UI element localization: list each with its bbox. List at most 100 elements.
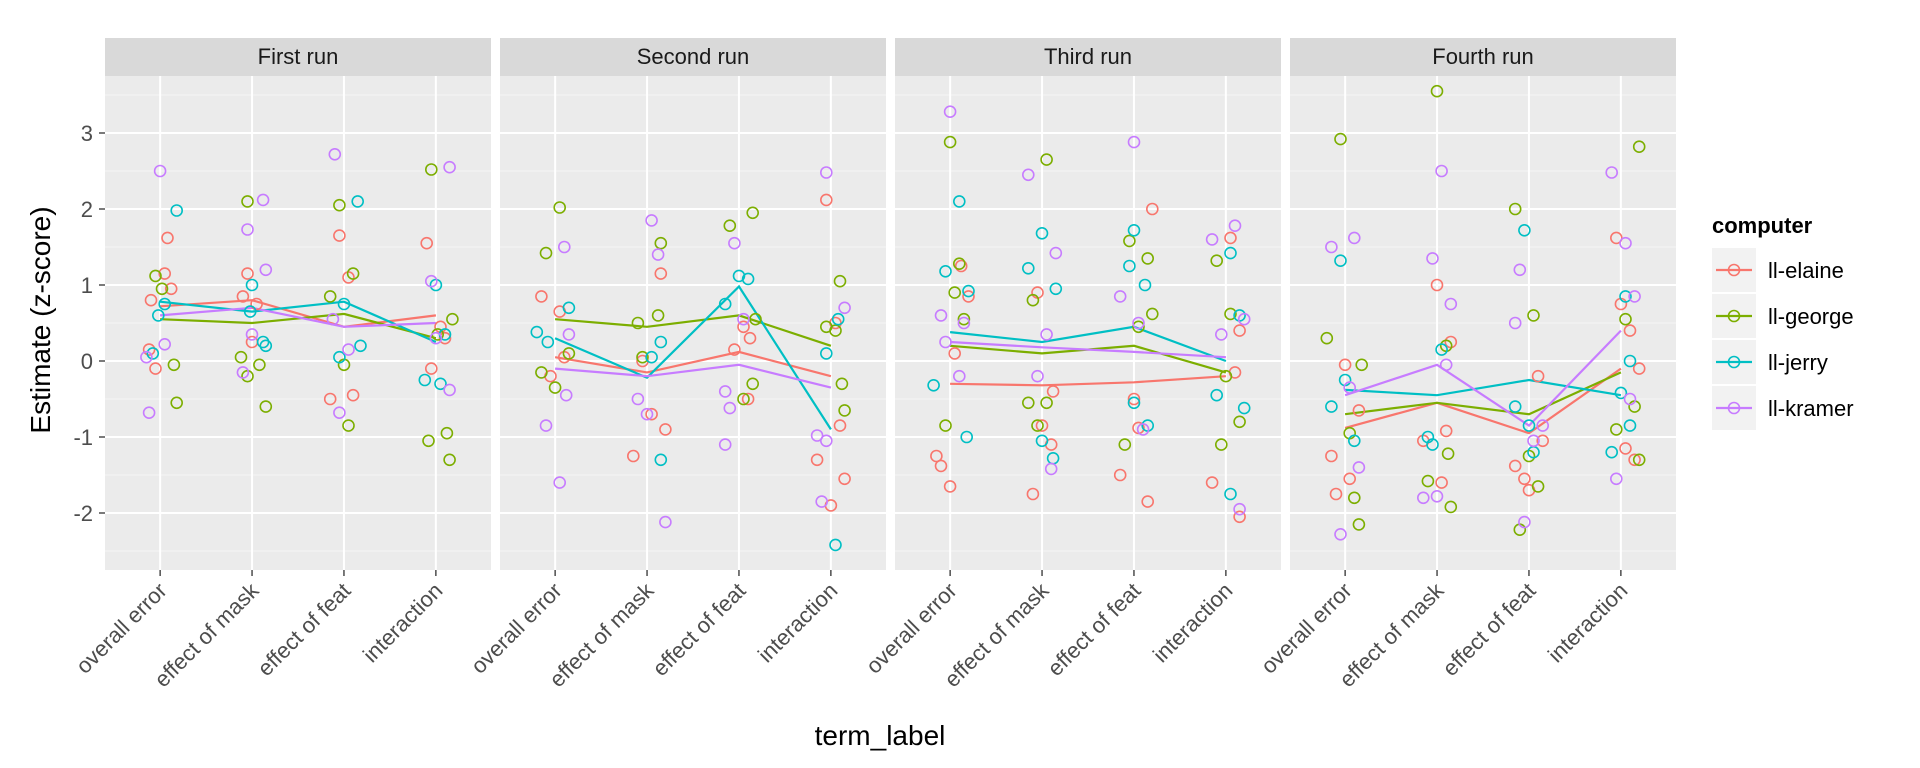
data-point-ll-elaine: [144, 293, 158, 307]
data-point-ll-george: [957, 312, 971, 326]
data-point-ll-kramer: [1113, 290, 1127, 303]
data-point-ll-elaine: [161, 231, 174, 245]
data-point-ll-kramer: [1022, 168, 1035, 182]
data-point-ll-elaine: [142, 343, 156, 356]
data-point-ll-elaine: [1343, 472, 1356, 486]
data-point-ll-kramer: [1237, 312, 1251, 326]
data-point-ll-kramer: [236, 366, 250, 379]
data-point-ll-kramer: [1513, 263, 1527, 277]
series-line-ll-elaine: [1344, 367, 1622, 435]
series-line-ll-george: [1344, 371, 1622, 416]
data-point-ll-jerry: [541, 335, 555, 349]
data-point-ll-elaine: [1233, 324, 1246, 337]
data-point-ll-jerry: [1614, 386, 1628, 400]
data-point-ll-jerry: [351, 195, 365, 208]
data-point-ll-george: [737, 392, 750, 406]
data-point-ll-kramer: [1127, 135, 1141, 149]
data-point-ll-jerry: [530, 325, 544, 339]
data-point-ll-george: [323, 290, 337, 303]
data-point-ll-george: [1141, 252, 1154, 265]
data-point-ll-george: [1022, 396, 1035, 410]
data-point-ll-kramer: [1610, 472, 1623, 486]
y-axis-title: Estimate (z-score): [25, 206, 56, 433]
data-point-ll-kramer: [1205, 233, 1219, 246]
data-point-ll-george: [819, 320, 833, 334]
data-point-ll-kramer: [934, 309, 948, 322]
data-point-ll-george: [939, 419, 952, 432]
data-point-ll-kramer: [1334, 527, 1347, 541]
data-point-ll-kramer: [1536, 419, 1549, 432]
data-point-ll-jerry: [1035, 434, 1049, 448]
legend-key-point: [1727, 401, 1741, 415]
data-point-ll-kramer: [424, 274, 438, 288]
data-point-ll-george: [535, 366, 548, 379]
data-point-ll-george: [1444, 500, 1458, 514]
data-point-ll-george: [1632, 453, 1646, 467]
data-point-ll-george: [654, 236, 668, 250]
x-tick-label: effect of feat: [647, 578, 750, 681]
data-point-ll-jerry: [1022, 261, 1035, 275]
panel-first-run: First run -2 -1 0 1 2 3 overall error effect of …: [71, 38, 491, 692]
data-point-ll-elaine: [934, 459, 948, 473]
data-point-ll-jerry: [1619, 290, 1632, 303]
data-point-ll-jerry: [1518, 224, 1531, 237]
strip-label-fourth-run: Fourth run: [1432, 44, 1534, 69]
data-point-ll-george: [553, 201, 567, 214]
data-point-ll-elaine: [535, 290, 548, 303]
data-point-ll-elaine: [1623, 324, 1637, 337]
data-point-ll-george: [1224, 307, 1237, 321]
data-point-ll-jerry: [337, 297, 351, 311]
data-point-ll-elaine: [420, 236, 434, 250]
data-point-ll-george: [241, 195, 254, 208]
data-point-ll-george: [346, 267, 360, 280]
data-point-ll-george: [167, 358, 181, 372]
data-point-ll-kramer: [1628, 290, 1641, 303]
data-point-ll-kramer: [952, 369, 966, 383]
data-point-ll-elaine: [1224, 231, 1237, 245]
data-point-ll-george: [440, 426, 454, 440]
data-point-ll-kramer: [640, 407, 654, 421]
data-point-ll-george: [259, 400, 273, 413]
data-point-ll-jerry: [654, 335, 668, 349]
data-point-ll-elaine: [1035, 419, 1049, 432]
data-point-ll-george: [1352, 518, 1366, 531]
data-point-ll-george: [1215, 438, 1228, 451]
data-point-ll-elaine: [728, 343, 741, 356]
x-tick-label: effect of feat: [1437, 578, 1540, 681]
data-point-ll-elaine: [741, 392, 755, 406]
data-point-ll-elaine: [250, 297, 263, 311]
data-point-ll-george: [1123, 234, 1136, 248]
data-point-ll-george: [749, 312, 762, 326]
data-point-ll-elaine: [1531, 369, 1545, 383]
data-point-ll-kramer: [259, 263, 273, 277]
data-point-ll-george: [1146, 307, 1159, 321]
x-axis-title: term_label: [815, 720, 946, 751]
data-point-ll-kramer: [443, 383, 456, 397]
data-point-ll-kramer: [1352, 461, 1366, 474]
data-point-ll-jerry: [927, 378, 940, 392]
data-point-ll-kramer: [1325, 240, 1338, 254]
data-point-ll-jerry: [819, 347, 833, 360]
data-point-ll-george: [948, 286, 962, 299]
data-point-ll-jerry: [243, 305, 257, 318]
legend-item-ll-jerry: ll-jerry: [1712, 340, 1828, 384]
data-point-ll-jerry: [1237, 401, 1251, 415]
data-point-ll-elaine: [346, 388, 360, 402]
data-point-ll-elaine: [1610, 231, 1623, 245]
series-line-ll-jerry: [159, 300, 437, 344]
data-point-ll-kramer: [1426, 252, 1439, 265]
data-point-ll-jerry: [1127, 396, 1141, 410]
series-line-ll-george: [160, 312, 437, 340]
data-point-ll-george: [1355, 358, 1368, 372]
data-point-ll-elaine: [1026, 487, 1040, 501]
data-point-ll-george: [539, 246, 553, 260]
data-point-ll-jerry: [434, 377, 447, 391]
data-point-ll-elaine: [1233, 510, 1246, 524]
data-point-ll-kramer: [819, 166, 833, 179]
y-tick-label: 1: [81, 273, 93, 298]
data-point-ll-elaine: [810, 453, 824, 467]
strip-fourth-run: [1290, 38, 1676, 76]
strip-first-run: [105, 38, 491, 76]
data-point-ll-george: [1118, 438, 1132, 451]
